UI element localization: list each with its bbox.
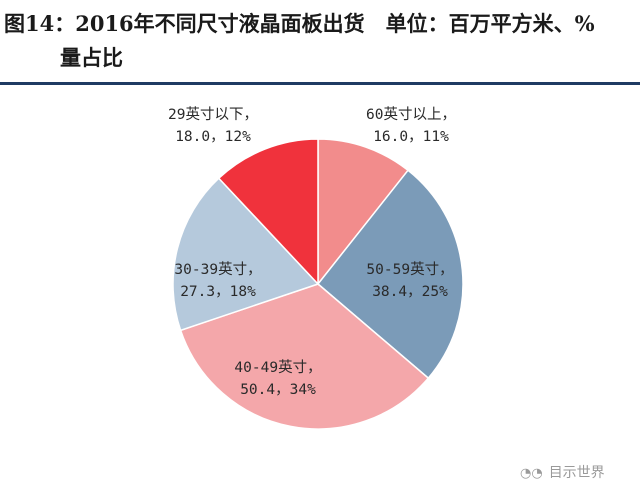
pie-chart: 60英寸以上， 16.0，11% 50-59英寸， 38.4，25% 40-49英寸， 5… [168, 105, 464, 430]
pie-slices [172, 138, 464, 430]
slice-value-label: 16.0，11% [373, 129, 449, 145]
slice-value-label: 50.4，34% [240, 382, 316, 398]
slice-name-label: 50-59英寸， [366, 260, 453, 278]
chart-title-line-1: 图14：2016年不同尺寸液晶面板出货 单位：百万平方米、% [4, 11, 595, 36]
title-divider [0, 82, 640, 85]
slice-name-label: 40-49英寸， [234, 358, 321, 376]
slice-name-label: 29英寸以下， [168, 105, 258, 123]
wechat-icon: ◔◔ [520, 466, 543, 481]
pie-slice [317, 138, 410, 287]
chart-title-line-2: 量占比 [60, 45, 123, 70]
pie-slice [179, 283, 430, 430]
pie-slice [217, 138, 319, 286]
watermark-text: 目示世界 [548, 465, 605, 481]
slice-value-label: 18.0，12% [175, 129, 251, 145]
slice-name-label: 30-39英寸， [174, 260, 261, 278]
pie-slice [172, 177, 320, 332]
slice-value-label: 27.3，18% [180, 284, 256, 300]
watermark: ◔◔ 目示世界 [520, 462, 605, 482]
pie-labels: 60英寸以上， 16.0，11% 50-59英寸， 38.4，25% 40-49英寸， 5… [168, 105, 456, 398]
slice-name-label: 60英寸以上， [366, 105, 456, 123]
slice-value-label: 38.4，25% [372, 284, 448, 300]
pie-slice [316, 169, 464, 380]
